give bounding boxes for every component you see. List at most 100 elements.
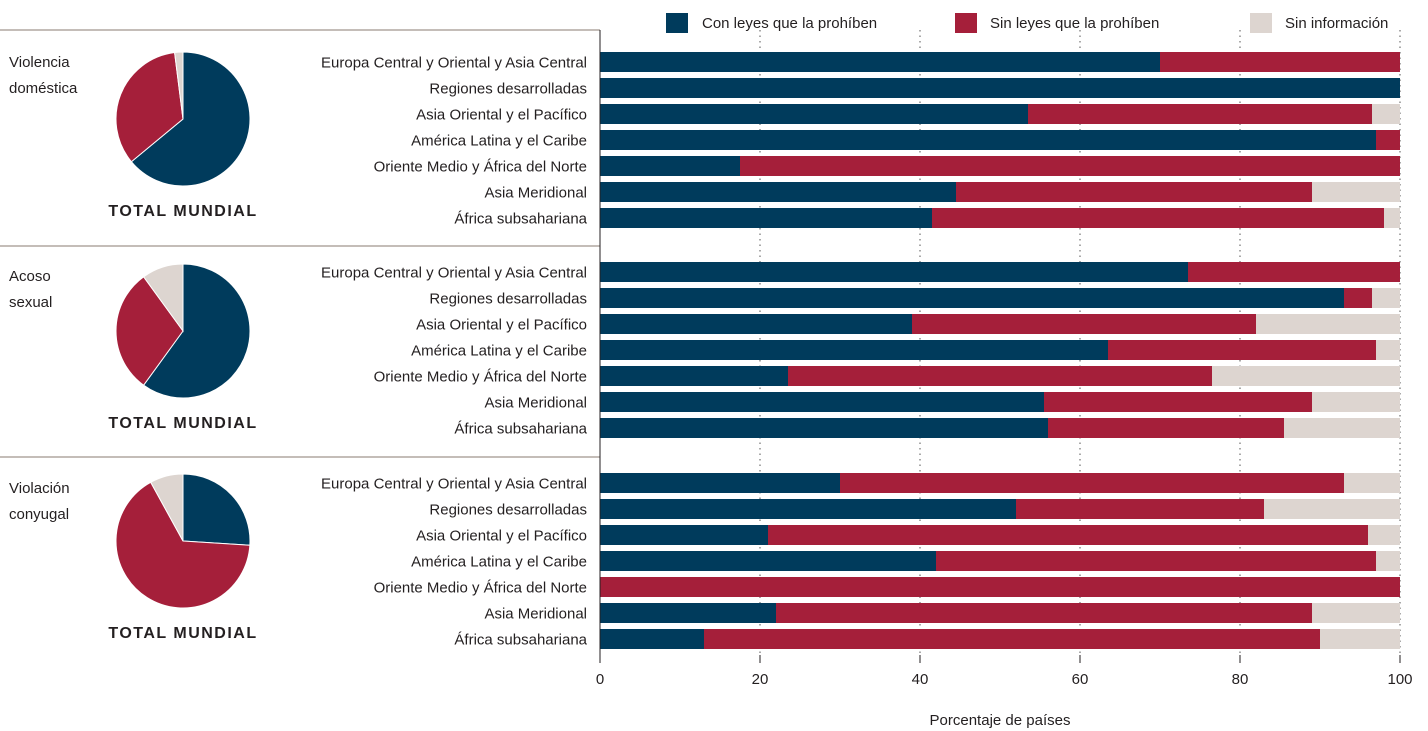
bar-segment (1312, 182, 1400, 202)
bar-segment (1372, 288, 1400, 308)
bar-segment (600, 208, 932, 228)
legend-swatch (955, 13, 977, 33)
x-tick-label: 40 (912, 671, 929, 688)
panel-label: doméstica (9, 80, 78, 97)
category-label: Oriente Medio y África del Norte (374, 580, 587, 597)
category-label: África subsahariana (454, 632, 587, 649)
category-label: Asia Meridional (484, 606, 587, 623)
category-label: Asia Oriental y el Pacífico (416, 107, 587, 124)
category-label: Asia Oriental y el Pacífico (416, 317, 587, 334)
bar-segment (600, 52, 1160, 72)
category-label: Oriente Medio y África del Norte (374, 159, 587, 176)
pie-slice (174, 51, 184, 120)
bar-segment (600, 392, 1044, 412)
pie-slice (142, 263, 251, 399)
bar-segment (1284, 418, 1400, 438)
category-label: África subsahariana (454, 211, 587, 228)
category-label: Regiones desarrolladas (429, 291, 587, 308)
bar-segment (600, 104, 1028, 124)
category-label: Oriente Medio y África del Norte (374, 369, 587, 386)
x-tick-label: 80 (1232, 671, 1249, 688)
category-label: Europa Central y Oriental y Asia Central (321, 476, 587, 493)
bar-segment (600, 288, 1344, 308)
bar-segment (932, 208, 1384, 228)
bar-segment (1376, 340, 1400, 360)
bar-segment (600, 78, 1400, 98)
category-label: Asia Meridional (484, 395, 587, 412)
bar-segment (768, 525, 1368, 545)
bar-segment (912, 314, 1256, 334)
bar-segment (936, 551, 1376, 571)
bar-segment (1048, 418, 1284, 438)
bar-segment (1384, 208, 1400, 228)
pie-caption: TOTAL MUNDIAL (108, 415, 257, 432)
bar-segment (1256, 314, 1400, 334)
x-tick-label: 20 (752, 671, 769, 688)
pie-slice (115, 481, 251, 609)
bar-segment (600, 603, 776, 623)
bar-segment (600, 551, 936, 571)
x-tick-label: 60 (1072, 671, 1089, 688)
bar-segment (1108, 340, 1376, 360)
pie-slice (182, 473, 251, 546)
bar-segment (600, 340, 1108, 360)
bar-segment (704, 629, 1320, 649)
legend-label: Sin información (1285, 15, 1388, 32)
bar-segment (1264, 499, 1400, 519)
bar-segment (1376, 551, 1400, 571)
bar-segment (776, 603, 1312, 623)
bar-segment (1320, 629, 1400, 649)
x-tick-label: 0 (596, 671, 604, 688)
panel-label: Violación (9, 480, 70, 497)
legend-label: Sin leyes que la prohíben (990, 15, 1159, 32)
category-label: Asia Meridional (484, 185, 587, 202)
pie-slice (115, 51, 184, 163)
bar-segment (1016, 499, 1264, 519)
category-label: América Latina y el Caribe (411, 343, 587, 360)
pie-slice (130, 51, 251, 187)
bar-segment (1368, 525, 1400, 545)
bar-segment (1344, 473, 1400, 493)
bar-segment (1312, 603, 1400, 623)
legend-label: Con leyes que la prohíben (702, 15, 877, 32)
bar-segment (840, 473, 1344, 493)
pie-caption: TOTAL MUNDIAL (108, 625, 257, 642)
category-label: África subsahariana (454, 421, 587, 438)
bar-segment (1028, 104, 1372, 124)
bar-segment (600, 182, 956, 202)
category-label: Asia Oriental y el Pacífico (416, 528, 587, 545)
legend-swatch (1250, 13, 1272, 33)
pie-slice (142, 263, 184, 333)
bar-segment (788, 366, 1212, 386)
bar-segment (600, 499, 1016, 519)
category-label: América Latina y el Caribe (411, 554, 587, 571)
category-label: Europa Central y Oriental y Asia Central (321, 55, 587, 72)
panel-label: sexual (9, 294, 52, 311)
pie-slice (115, 276, 184, 386)
bar-segment (1212, 366, 1400, 386)
x-tick-label: 100 (1387, 671, 1412, 688)
bar-segment (600, 262, 1188, 282)
bar-segment (1376, 130, 1400, 150)
bar-segment (1188, 262, 1400, 282)
bar-segment (1344, 288, 1372, 308)
bar-segment (600, 577, 1400, 597)
bar-segment (600, 156, 740, 176)
legend-swatch (666, 13, 688, 33)
pie-slice (150, 473, 184, 542)
panel-label: conyugal (9, 506, 69, 523)
bar-segment (1044, 392, 1312, 412)
bar-segment (740, 156, 1400, 176)
panel-label: Violencia (9, 54, 70, 71)
category-label: Regiones desarrolladas (429, 502, 587, 519)
pie-caption: TOTAL MUNDIAL (108, 203, 257, 220)
bar-segment (600, 473, 840, 493)
bar-segment (1160, 52, 1400, 72)
category-label: Europa Central y Oriental y Asia Central (321, 265, 587, 282)
bar-segment (600, 314, 912, 334)
bar-segment (600, 130, 1376, 150)
bar-segment (1312, 392, 1400, 412)
x-axis-title: Porcentaje de países (930, 712, 1071, 729)
bar-segment (1372, 104, 1400, 124)
category-label: Regiones desarrolladas (429, 81, 587, 98)
